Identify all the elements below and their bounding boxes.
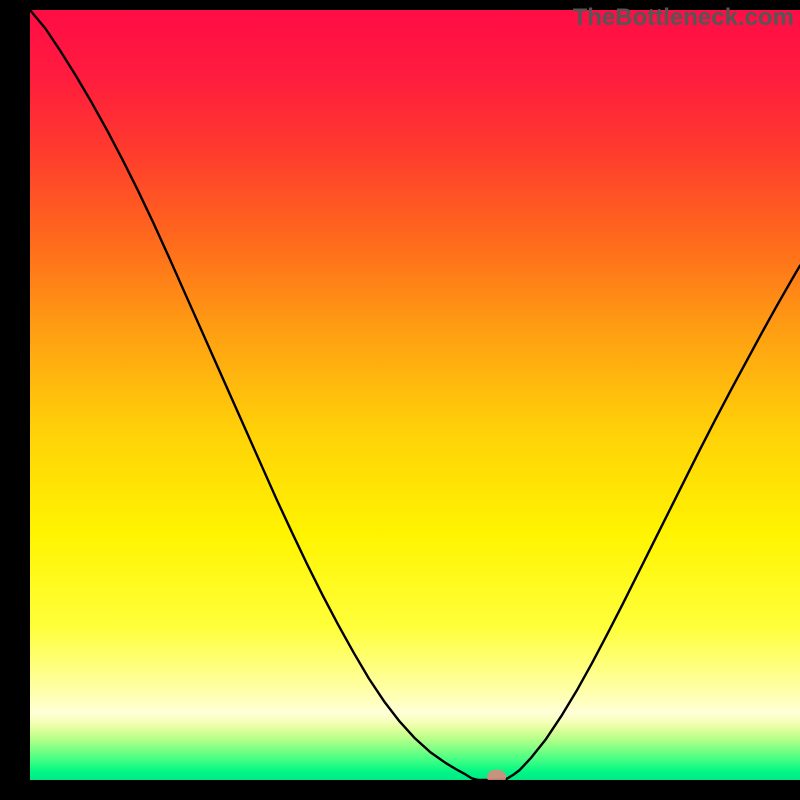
chart-svg	[30, 10, 800, 780]
chart-background	[30, 10, 800, 780]
frame: TheBottleneck.com	[0, 0, 800, 800]
watermark: TheBottleneck.com	[573, 4, 794, 32]
plot-area	[30, 10, 800, 780]
